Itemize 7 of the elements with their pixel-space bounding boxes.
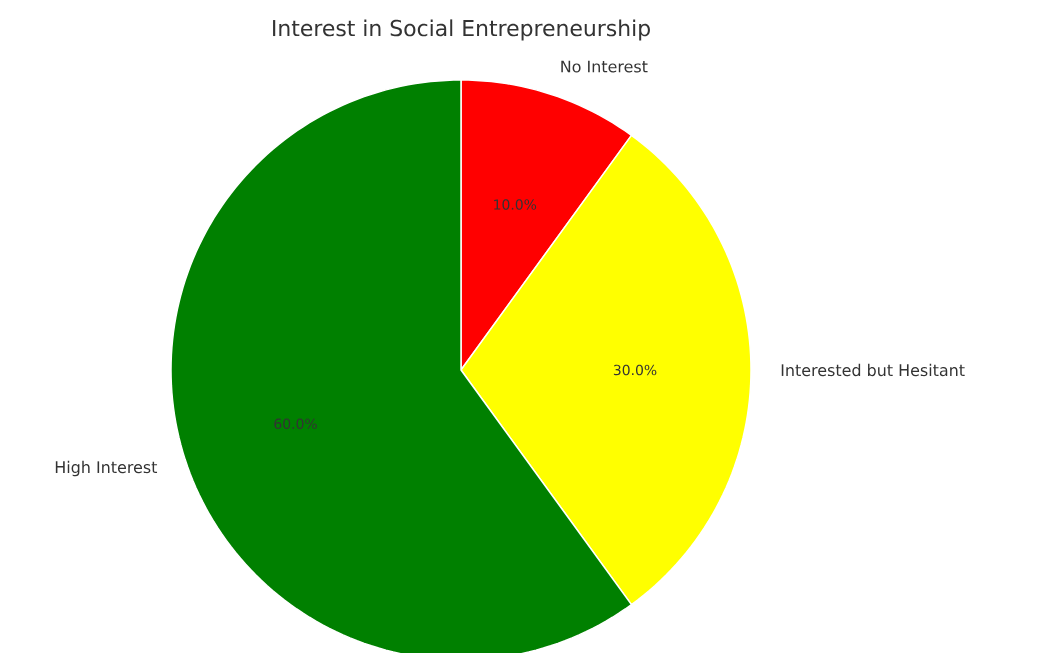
slice-label: Interested but Hesitant xyxy=(781,363,965,377)
data-label: 60.0% xyxy=(274,418,317,430)
slice-label: High Interest xyxy=(55,460,158,477)
data-label: 30.0% xyxy=(613,364,657,376)
chart-title: Interest in Social Entrepreneurship xyxy=(273,19,650,41)
slice-label: No Interest xyxy=(561,60,648,73)
data-label: 10.0% xyxy=(494,199,537,210)
